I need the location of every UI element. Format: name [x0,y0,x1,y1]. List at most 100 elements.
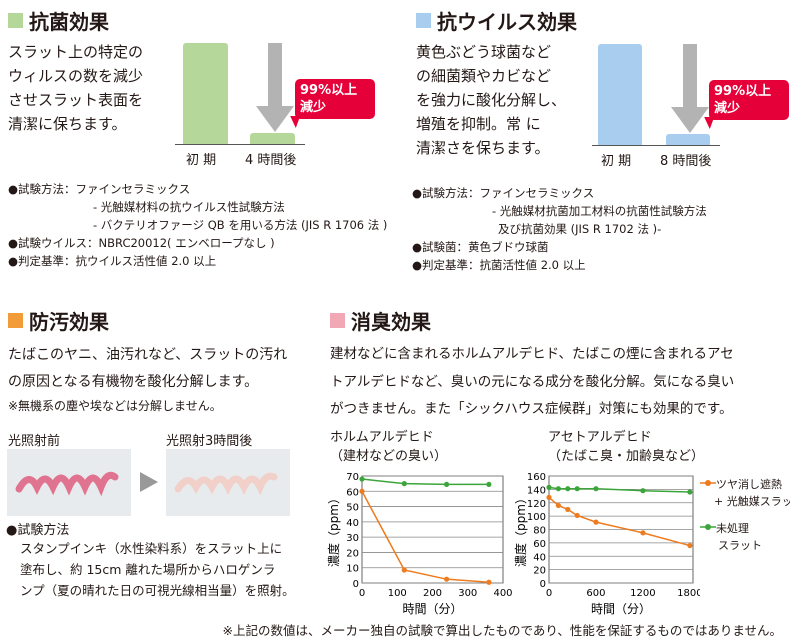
s3-method: スタンプインキ（水性染料系）をスラット上に 塗布し、約 15cm 離れた場所からハ… [20,538,295,601]
data-point [401,567,407,573]
data-point [687,489,693,495]
baseline [175,144,305,145]
green-line-marker-icon [700,524,716,530]
y-tick-label: 30 [346,533,359,544]
y-tick-label: 0 [540,579,546,590]
y-axis-label: 濃度（ppm） [513,492,528,567]
x-tick-label: 1800 [677,588,700,599]
chart-subtitle: （たばこ臭・加齢臭など） [548,449,705,464]
data-point [555,502,561,509]
orange-square-icon [8,313,23,328]
data-point [593,486,599,492]
y-axis-label: 濃度（ppm） [326,492,341,567]
s4-description: 建材などに含まれるホルムアルデヒド、たばこの煙に含まれるアセ トアルデヒドなど、臭… [330,341,734,424]
callout-text: 減少 [300,100,327,115]
callout-text: 99%以上 [300,83,358,98]
data-point [593,519,599,525]
y-tick-label: 0 [353,579,359,590]
s1-methods: ●試験方法：ファインセラミックス - 光触媒材料の抗ウイルス性試験方法 - バクテリ… [8,180,387,270]
line: スラット上の特定の [8,43,144,61]
data-point [640,530,646,536]
y-tick-label: 50 [346,503,359,514]
x-tick-label: 400 [493,588,512,599]
line: 黄色ぶどう球菌など [416,43,552,61]
x-tick-label: 0 [546,588,552,599]
baseline [592,145,720,146]
y-tick-label: 160 [527,472,546,483]
method-line: ●試験方法：ファインセラミックス [412,186,595,200]
green-square-icon [8,13,23,28]
line: トアルデヒドなど、臭いの元になる成分を酸化分解。気になる臭い [330,373,735,390]
y-tick-label: 20 [533,566,546,577]
line: の原因となる有機物を酸化分解します。 [8,374,259,390]
data-point [401,481,407,487]
bar-after [666,134,710,145]
method-line: - バクテリオファージ QB を用いる方法 (JIS R 1706 法 ) [93,218,388,232]
chart2-heading: アセトアルデヒド （たばこ臭・加齢臭など） [548,428,704,466]
reduction-callout: 99%以上減少 [295,79,375,119]
bar-label: 初 期 [186,153,217,168]
line: ウィルスの数を減少 [8,67,144,85]
chart-subtitle: （建材などの臭い） [330,449,448,464]
data-point [444,481,450,488]
legend-item-treated: ツヤ消し遮熱 + 光触媒スラット [700,476,790,510]
title-text: 抗ウイルス効果 [437,10,577,34]
method-line: - 光触媒材料の抗ウイルス性試験方法 [93,200,285,214]
series-line [361,478,489,486]
method-line: 及び抗菌効果 (JIS R 1702 法 )- [498,222,662,236]
blue-square-icon [416,13,431,28]
y-tick-label: 120 [527,499,546,510]
photo-before [7,449,131,516]
s3-description: たばこのヤニ、油汚れなど、スラットの汚れ の原因となる有機物を酸化分解します。 [8,342,287,396]
bar-initial [183,43,228,144]
y-tick-label: 140 [527,485,546,496]
arrow-right-icon [140,472,158,492]
line: 塗布し、約 15cm 離れた場所からハロゲンラ [20,562,276,577]
x-tick-label: 1200 [630,588,655,599]
s2-methods: ●試験方法：ファインセラミックス - 光触媒材抗菌加工材料の抗菌性試験方法 及び抗菌… [412,184,707,274]
line: 建材などに含まれるホルムアルデヒド、たばこの煙に含まれるアセ [330,346,734,362]
data-point [574,486,580,492]
legend-item-untreated: 未処理 スラット [700,520,790,554]
y-tick-label: 60 [346,487,359,498]
line: スタンプインキ（水性染料系）をスラット上に [20,541,283,556]
y-tick-label: 80 [533,526,546,537]
y-tick-label: 10 [346,564,359,575]
pink-square-icon [330,313,345,328]
y-tick-label: 60 [533,539,546,550]
data-point [565,486,571,492]
chart-title: アセトアルデヒド [548,430,652,445]
data-point [359,488,365,494]
after-label: 光照射3時間後 [166,434,253,449]
footer-note: ※上記の数値は、メーカー独自の試験で算出したものであり、性能を保証するものではあ… [222,623,782,638]
x-axis-label: 時間（分） [591,602,651,616]
legend-text: + 光触媒スラット [714,495,790,508]
line: ンプ（夏の晴れた日の可視光線相当量）を照射。 [20,583,295,598]
y-tick-label: 100 [527,512,546,523]
data-point [444,576,450,582]
s1-description: スラット上の特定の ウィルスの数を減少 させスラット表面を 清潔に保ちます。 [8,40,143,136]
section-title-antibacterial: 抗菌効果 [8,6,109,35]
bar-initial [598,44,642,145]
line: たばこのヤニ、油汚れなど、スラットの汚れ [8,347,288,363]
note: ※無機系の塵や埃などは分解しません。 [8,399,222,413]
y-tick-label: 40 [533,552,546,563]
line: を強力に酸化分解し、 [416,91,567,109]
photo-after [166,449,290,516]
data-point [546,494,552,500]
data-point [486,579,492,585]
x-axis-label: 時間（分） [402,602,462,616]
x-tick-label: 600 [586,588,605,599]
line: 清潔に保ちます。 [8,115,127,133]
line: の細菌類やカビなど [416,67,552,85]
data-point [546,484,552,490]
method-line: ●試験方法：ファインセラミックス [8,182,191,196]
method-line: ●試験ウイルス：NBRC20012( エンベロープなし ) [8,236,275,250]
title-text: 防汚効果 [29,310,109,334]
chart-title: ホルムアルデヒド [330,430,434,445]
legend-text: ツヤ消し遮熱 [716,478,782,491]
bar-after [250,133,295,144]
legend-text: 未処理 [716,522,749,535]
